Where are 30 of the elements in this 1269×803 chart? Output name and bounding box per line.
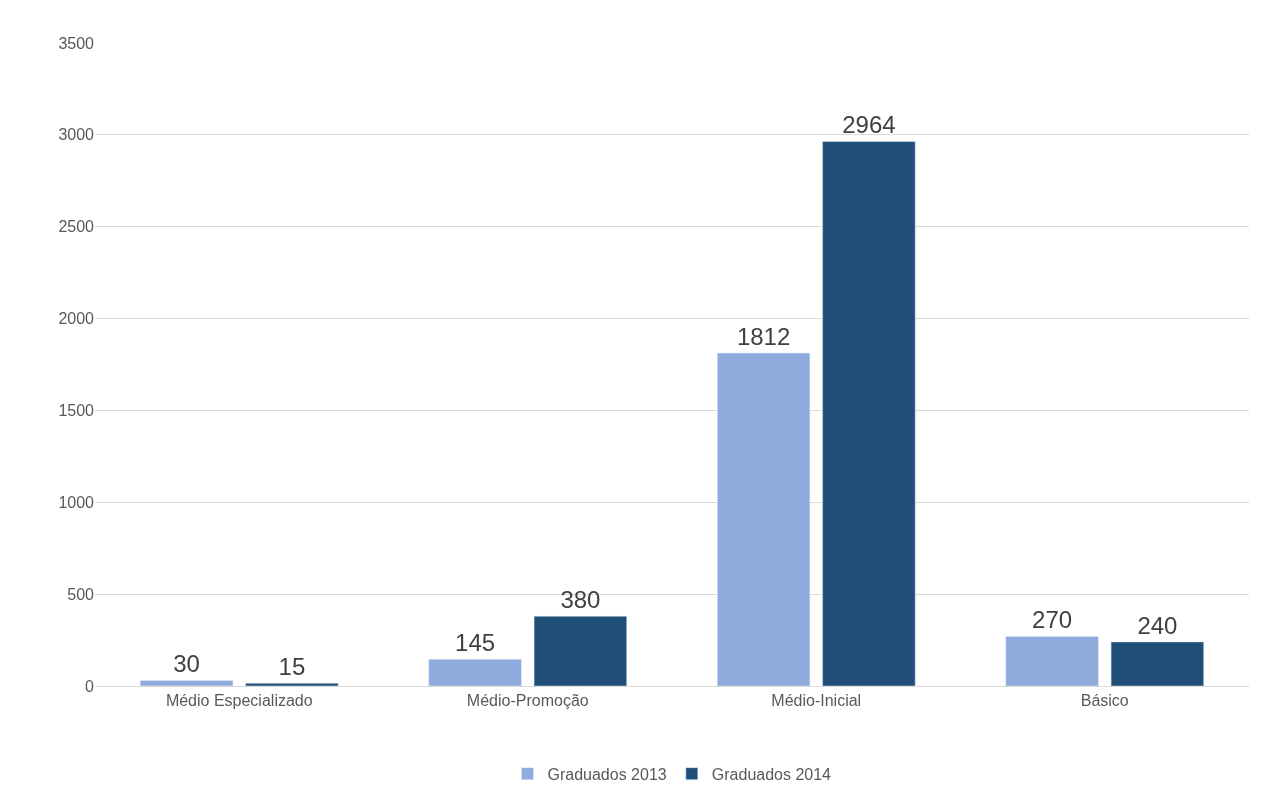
y-tick-label: 2500 [58,218,95,236]
x-tick-label: Médio-Promoção [466,692,589,710]
data-label: 30 [173,650,200,678]
bar [140,680,234,686]
data-label: 240 [1137,611,1178,639]
data-label: 1812 [736,323,791,351]
data-label: 270 [1032,606,1073,634]
y-tick-label: 2000 [58,310,95,328]
x-tick-label: Médio-Inicial [771,692,862,710]
legend-label: Graduados 2013 [547,765,667,783]
bar [1005,636,1099,686]
y-tick-label: 3000 [58,126,95,144]
x-tick-label: Médio Especializado [165,692,313,710]
bar [1110,641,1204,686]
y-tick-label: 0 [85,677,95,695]
data-label: 2964 [842,111,896,139]
data-label: 145 [455,629,496,657]
data-label: 15 [278,653,306,681]
y-tick-label: 3500 [58,34,95,52]
y-tick-label: 500 [67,585,95,603]
bar [822,141,916,686]
bar [428,659,522,686]
y-tick-label: 1500 [58,402,95,420]
data-label: 380 [560,586,601,614]
bar [533,615,627,686]
bar [245,682,339,686]
legend-label: Graduados 2014 [711,765,832,783]
y-tick-label: 1000 [58,493,95,511]
bar [717,352,811,686]
x-tick-label: Básico [1080,692,1129,710]
